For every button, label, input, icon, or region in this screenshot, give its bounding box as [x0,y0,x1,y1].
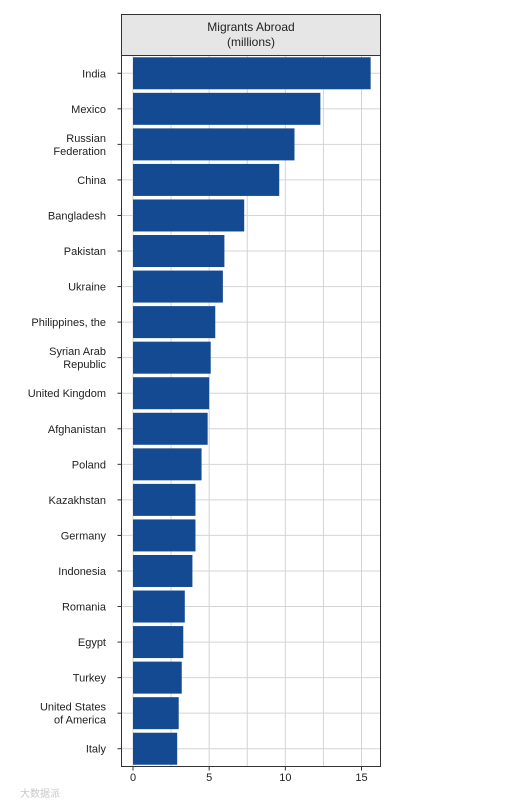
bar [133,697,179,730]
category-label: Philippines, the [31,317,106,329]
category-label-line: Pakistan [64,246,106,258]
category-label: Mexico [71,104,106,116]
category-label-line: Egypt [78,637,106,649]
bar [133,270,223,303]
category-label-line: Russian [66,133,106,145]
category-label: Italy [86,744,107,756]
category-label: United Kingdom [28,388,106,400]
bar [133,92,321,125]
category-label-line: Ukraine [68,282,106,294]
bar [133,554,193,587]
x-tick-label: 0 [130,772,136,784]
category-label: United States of America [40,702,107,727]
x-axis-ticks: 0 5 10 15 [117,72,368,784]
category-label: Bangladesh [48,210,106,222]
bar [133,163,280,196]
category-label-line: Bangladesh [48,210,106,222]
category-label-line: Romania [62,602,107,614]
plot-frame [121,55,381,767]
category-label-line: India [82,68,107,80]
x-tick-label: 10 [279,772,291,784]
bar [133,519,196,552]
category-label-line: Federation [53,146,106,158]
category-label-line: Turkey [73,673,107,685]
category-label: India [82,68,107,80]
chart-title-line-1: Migrants Abroad [207,20,294,34]
category-label: Kazakhstan [49,495,106,507]
category-label: Indonesia [58,566,107,578]
gridlines [121,55,381,767]
category-label-line: of America [54,715,107,727]
category-label-line: United States [40,702,107,714]
category-label-line: Germany [61,530,107,542]
category-label-line: Indonesia [58,566,107,578]
category-label-line: Syrian Arab [49,346,106,358]
bar [133,626,184,659]
category-label: China [77,175,107,187]
chart-title-line-2: (millions) [227,35,275,49]
category-label-line: China [77,175,107,187]
category-label: Poland [72,459,106,471]
category-label: Afghanistan [48,424,106,436]
bar [133,235,225,268]
category-label-line: Republic [63,359,106,371]
category-label: Ukraine [68,282,106,294]
category-label-line: Mexico [71,104,106,116]
watermark-text: 大数据派 [20,787,60,800]
category-label: Syrian Arab Republic [49,346,106,371]
bar [133,448,202,481]
category-label-line: Afghanistan [48,424,106,436]
chart-title-band [121,14,381,56]
category-label: Egypt [78,637,106,649]
bar [133,306,216,339]
bars [133,57,371,765]
category-label-line: United Kingdom [28,388,106,400]
bar [133,732,178,765]
category-labels: India Mexico Russian Federation China Banglad… [28,68,107,755]
bar [133,57,371,90]
category-label-line: Poland [72,459,106,471]
bar [133,377,210,410]
category-label: Germany [61,530,107,542]
category-label: Russian Federation [53,133,106,158]
bar [133,661,182,694]
bar [133,199,245,232]
x-tick-label: 5 [206,772,212,784]
bar [133,483,196,516]
category-label: Pakistan [64,246,106,258]
category-label: Turkey [73,673,107,685]
bar [133,341,211,374]
category-label-line: Philippines, the [31,317,106,329]
category-label-line: Italy [86,744,107,756]
bar [133,128,295,161]
category-label-line: Kazakhstan [49,495,106,507]
bar [133,412,208,445]
category-label: Romania [62,602,107,614]
x-tick-label: 15 [355,772,367,784]
bar [133,590,185,623]
